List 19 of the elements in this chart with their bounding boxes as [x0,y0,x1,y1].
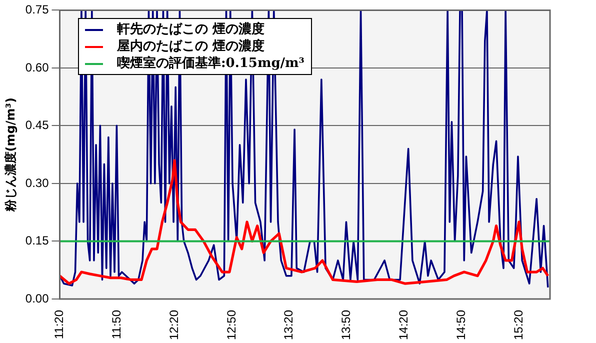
x-tick-label: 15:20 [511,310,526,340]
x-tick-label: 11:50 [109,310,124,340]
x-tick-label: 14:50 [454,310,468,340]
y-tick-label: 0.15 [25,234,50,248]
x-tick-label: 12:20 [166,310,181,340]
legend-label: 屋内のたばこの 煙の濃度 [117,38,265,55]
legend-label: 喫煙室の評価基準:0.15mg/m³ [117,55,305,72]
y-tick-label: 0.30 [25,176,50,190]
y-tick-label: 0.00 [25,291,50,306]
y-tick-label: 0.75 [25,2,50,17]
legend-label: 軒先のたばこの 煙の濃度 [117,21,265,38]
x-tick-label: 13:20 [282,310,296,340]
y-tick-label: 0.45 [25,118,50,132]
y-tick-label: 0.60 [25,60,50,74]
x-tick-label: 12:50 [224,310,238,340]
x-tick-label: 11:20 [52,310,66,340]
x-tick-label: 13:50 [339,310,354,340]
y-axis-title: 粉じん濃度(mg/m³) [3,97,18,213]
x-tick-label: 14:20 [396,310,410,340]
